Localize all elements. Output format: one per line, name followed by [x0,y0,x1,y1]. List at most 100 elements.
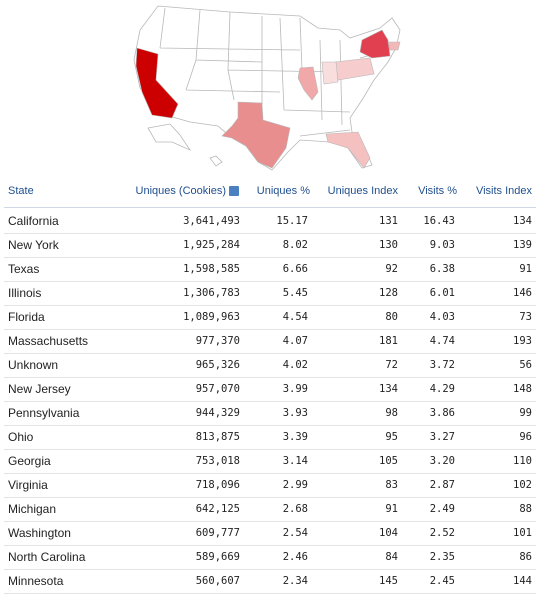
state-name: Florida [8,310,45,324]
table-cell: 6.66 [282,263,308,275]
table-cell: 104 [379,527,398,539]
row-divider [4,281,536,282]
column-header[interactable]: State [8,185,34,197]
table-cell: 2.45 [429,575,455,587]
row-divider [4,401,536,402]
table-cell: 96 [519,431,532,443]
table-cell: 8.02 [282,239,308,251]
sort-icon[interactable] [229,186,239,196]
state-name: Georgia [8,454,51,468]
state-new-york [359,29,391,59]
row-divider [4,305,536,306]
row-divider [4,353,536,354]
state-name: Pennsylvania [8,406,80,420]
table-cell: 4.07 [282,335,308,347]
table-cell: 2.46 [282,551,308,563]
table-cell: 15.17 [276,215,308,227]
column-header[interactable]: Uniques Index [327,185,398,197]
table-cell: 130 [379,239,398,251]
table-cell: 148 [513,383,532,395]
table-cell: 181 [379,335,398,347]
state-name: Massachusetts [8,334,89,348]
table-cell: 80 [385,311,398,323]
state-texas [221,101,291,169]
table-cell: 83 [385,479,398,491]
table-cell: 642,125 [195,503,240,515]
table-cell: 2.52 [429,527,455,539]
state-california [135,47,179,119]
state-name: Ohio [8,430,34,444]
table-cell: 944,329 [195,407,240,419]
table-cell: 2.35 [429,551,455,563]
table-cell: 589,669 [195,551,240,563]
table-cell: 1,089,963 [183,311,240,323]
row-divider [4,497,536,498]
column-header[interactable]: Uniques % [256,185,310,197]
column-header[interactable]: Visits Index [475,185,532,197]
row-divider [4,449,536,450]
alaska [147,123,192,151]
state-name: Texas [8,262,40,276]
table-cell: 102 [513,479,532,491]
table-cell: 753,018 [195,455,240,467]
table-cell: 2.99 [282,479,308,491]
table-cell: 3.93 [282,407,308,419]
column-header[interactable]: Visits % [418,185,457,197]
row-divider [4,521,536,522]
table-cell: 4.03 [429,311,455,323]
row-divider [4,377,536,378]
state-massachusetts [387,41,401,51]
table-cell: 105 [379,455,398,467]
table-cell: 2.68 [282,503,308,515]
table-cell: 56 [519,359,532,371]
row-divider [4,329,536,330]
table-cell: 95 [385,431,398,443]
table-cell: 92 [385,263,398,275]
table-cell: 88 [519,503,532,515]
table-cell: 131 [379,215,398,227]
state-florida [325,131,371,169]
table-cell: 1,306,783 [183,287,240,299]
row-divider [4,545,536,546]
column-header[interactable]: Uniques (Cookies) [135,185,226,197]
table-cell: 98 [385,407,398,419]
table-cell: 3.86 [429,407,455,419]
table-cell: 128 [379,287,398,299]
table-cell: 6.38 [429,263,455,275]
table-cell: 965,326 [195,359,240,371]
table-cell: 16.43 [423,215,455,227]
table-cell: 86 [519,551,532,563]
row-divider [4,233,536,234]
state-illinois [297,66,319,101]
table-cell: 3.14 [282,455,308,467]
table-cell: 110 [513,455,532,467]
us-outline [133,5,401,171]
state-ohio [321,61,339,85]
table-cell: 4.74 [429,335,455,347]
state-name: New Jersey [8,382,71,396]
state-name: Minnesota [8,574,64,588]
state-name: Washington [8,526,71,540]
row-divider [4,425,536,426]
table-cell: 146 [513,287,532,299]
table-cell: 977,370 [195,335,240,347]
table-cell: 9.03 [429,239,455,251]
table-cell: 2.54 [282,527,308,539]
table-cell: 718,096 [195,479,240,491]
table-cell: 144 [513,575,532,587]
table-cell: 3.72 [429,359,455,371]
table-cell: 91 [385,503,398,515]
table-cell: 4.29 [429,383,455,395]
state-name: Unknown [8,358,59,372]
table-cell: 145 [379,575,398,587]
table-cell: 3.99 [282,383,308,395]
table-cell: 813,875 [195,431,240,443]
table-cell: 1,925,284 [183,239,240,251]
table-cell: 73 [519,311,532,323]
table-cell: 957,070 [195,383,240,395]
row-divider [4,593,536,594]
table-cell: 609,777 [195,527,240,539]
table-cell: 84 [385,551,398,563]
table-cell: 560,607 [195,575,240,587]
